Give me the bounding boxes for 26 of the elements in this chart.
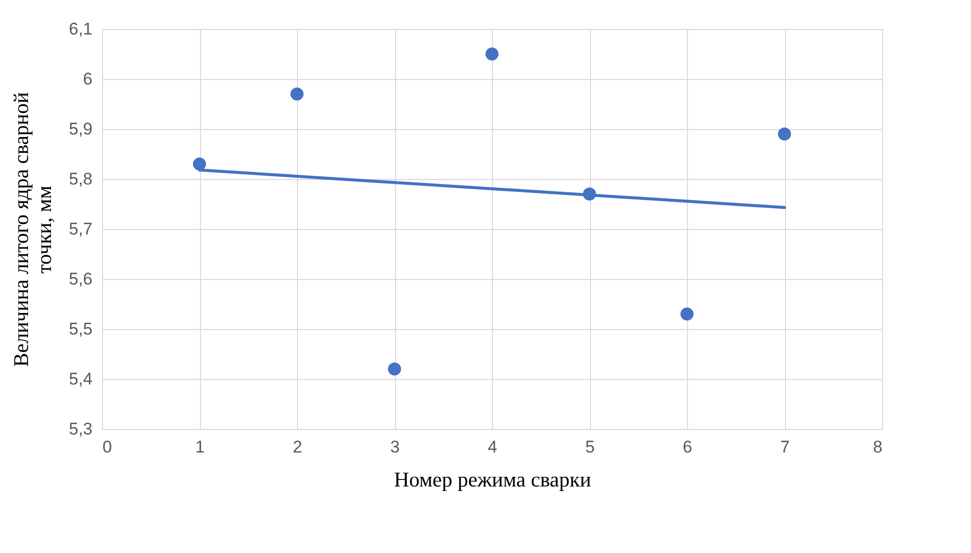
x-axis-title: Номер режима сварки (394, 468, 592, 492)
x-tick-label: 8 (873, 438, 882, 456)
y-tick-label: 5,9 (68, 120, 92, 138)
y-tick-label: 5,6 (68, 270, 92, 288)
x-tick-label: 7 (780, 438, 790, 456)
point (485, 47, 499, 61)
point (680, 307, 694, 321)
y-tick-label: 5,7 (68, 220, 92, 238)
y-tick-label: 5,4 (68, 370, 92, 388)
x-tick-label: 6 (682, 438, 692, 456)
point (290, 87, 304, 101)
x-tick-label: 5 (585, 438, 595, 456)
x-tick-label: 4 (488, 438, 498, 456)
y-tick-label: 6 (83, 70, 92, 88)
x-tick-label: 2 (292, 438, 302, 456)
point (778, 127, 792, 141)
y-tick-label: 5,8 (68, 170, 92, 188)
y-axis-title: Величина литого ядра сварной точки, мм (8, 92, 56, 367)
x-tick-label: 3 (390, 438, 400, 456)
y-tick-label: 6,1 (68, 20, 92, 38)
y-tick-label: 5,3 (68, 420, 92, 438)
point (192, 157, 206, 171)
x-tick-label: 1 (195, 438, 205, 456)
y-tick-label: 5,5 (68, 320, 92, 338)
point (388, 362, 402, 376)
x-tick-label: 0 (102, 438, 112, 456)
